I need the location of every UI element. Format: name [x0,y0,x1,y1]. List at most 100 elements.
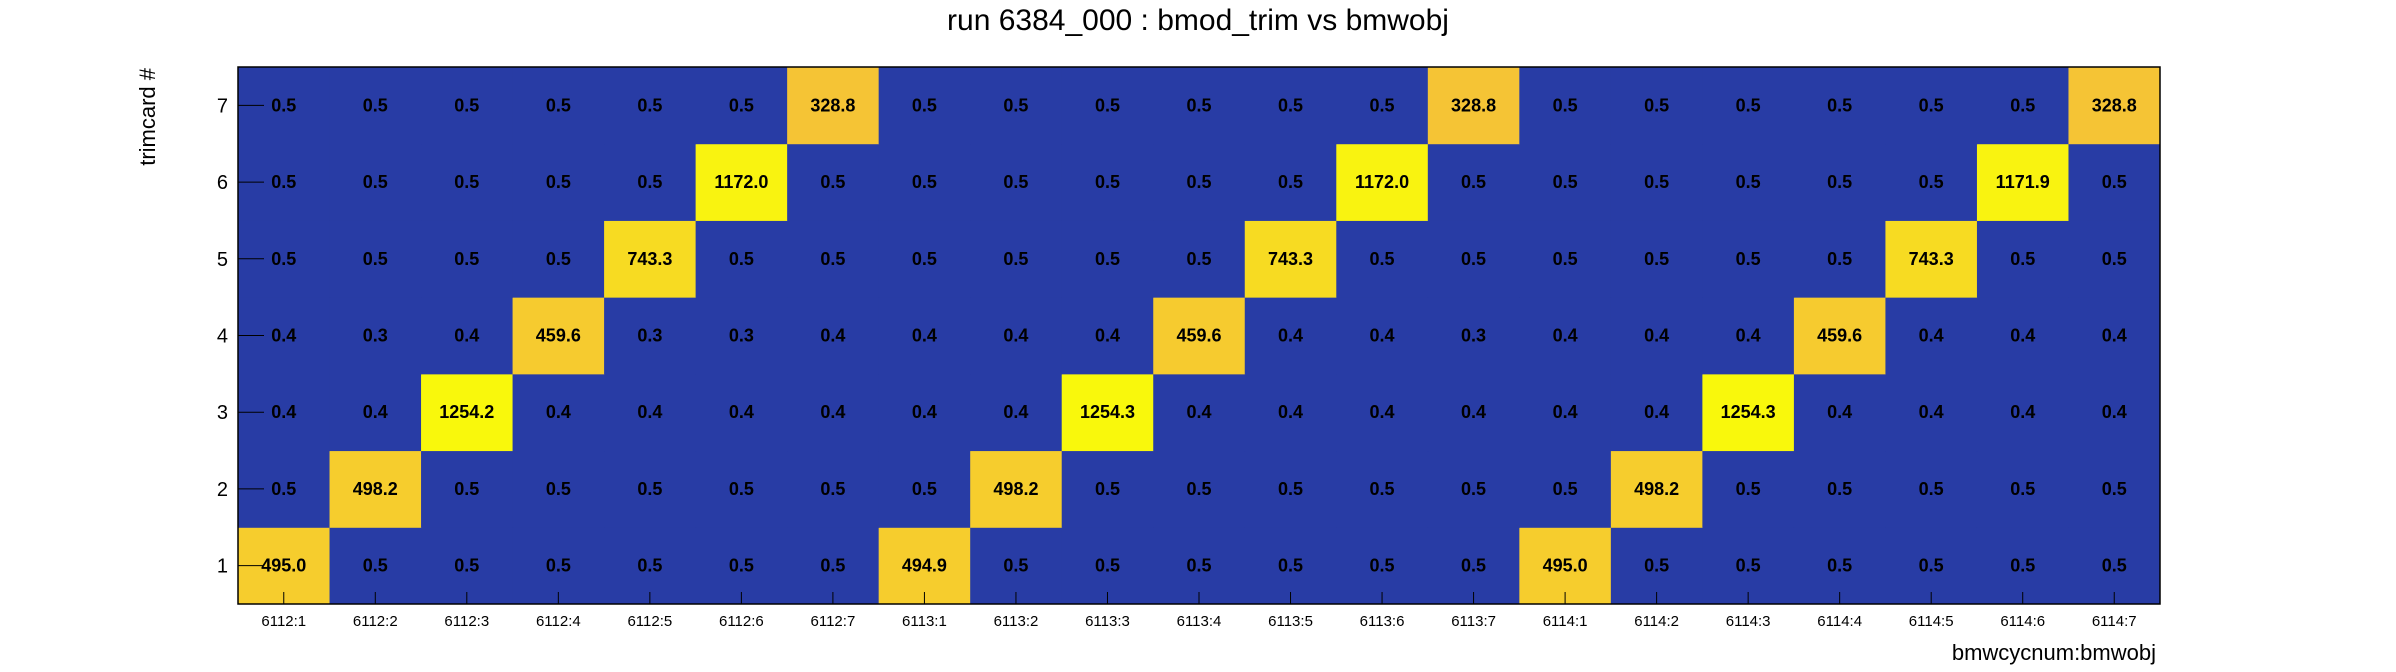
cell-value-label: 0.5 [1003,95,1028,115]
heatmap-cell [1061,373,1154,452]
heatmap-cell [1427,143,1520,221]
cell-value-label: 1172.0 [714,172,768,192]
y-tick-label: 5 [217,249,228,271]
heatmap-cell [604,143,697,221]
cell-value-label: 0.4 [1644,326,1669,346]
cell-value-label: 0.5 [363,95,388,115]
y-tick-label: 7 [217,95,228,117]
heatmap-cell [878,527,971,605]
cell-value-label: 0.5 [454,172,479,192]
heatmap-cell [1427,220,1520,298]
cell-value-label: 0.4 [1919,402,1944,422]
heatmap-cell [1885,67,1978,145]
heatmap-cell [695,67,788,145]
cell-value-label: 0.5 [2010,556,2035,576]
heatmap-cell [787,527,880,605]
cell-value-label: 0.4 [546,402,571,422]
cell-value-label: 0.5 [1003,249,1028,269]
cell-value-label: 0.5 [820,172,845,192]
heatmap-cell [1610,297,1703,375]
cell-value-label: 0.4 [1827,402,1852,422]
cell-value-label: 0.4 [363,402,388,422]
x-tick-label: 6113:1 [902,613,947,630]
cell-value-label: 0.5 [2102,249,2127,269]
cell-value-label: 0.5 [1553,479,1578,499]
cell-value-label: 0.5 [1461,556,1486,576]
cell-value-label: 0.5 [363,556,388,576]
x-tick-label: 6113:7 [1451,613,1496,630]
cell-value-label: 0.5 [1095,556,1120,576]
cell-value-label: 0.5 [1186,95,1211,115]
heatmap-cell [695,527,788,605]
heatmap-cell [970,143,1063,221]
cell-value-label: 0.5 [1186,172,1211,192]
cell-value-label: 0.4 [1553,326,1578,346]
cell-value-label: 0.4 [1095,326,1120,346]
cell-value-label: 0.5 [1278,172,1303,192]
heatmap-cell [878,373,971,452]
cell-value-label: 0.4 [1644,402,1669,422]
cell-value-label: 0.5 [1461,249,1486,269]
heatmap-cell [512,297,605,375]
heatmap-cell [1976,527,2069,605]
x-tick-label: 6112:4 [536,613,581,630]
cell-value-label: 0.4 [1003,326,1028,346]
cell-value-label: 0.5 [1186,479,1211,499]
y-tick-label: 4 [217,326,228,348]
cell-value-label: 0.3 [1461,326,1486,346]
cell-value-label: 0.5 [546,172,571,192]
heatmap-cell [1702,143,1795,221]
heatmap-cell [1244,373,1337,452]
heatmap-cell [2068,373,2161,452]
cell-value-label: 0.5 [271,479,296,499]
heatmap-cell [878,143,971,221]
heatmap-cell [2068,297,2161,375]
cell-value-label: 0.5 [1919,95,1944,115]
heatmap-cell [695,373,788,452]
cell-value-label: 1254.3 [1080,402,1135,422]
cell-value-label: 0.5 [1003,556,1028,576]
x-tick-label: 6114:2 [1634,613,1679,630]
x-tick-label: 6113:4 [1177,613,1222,630]
cell-value-label: 0.5 [1736,479,1761,499]
heatmap-cell [1885,220,1978,298]
cell-value-label: 0.5 [1370,249,1395,269]
cell-value-label: 0.3 [637,326,662,346]
cell-value-label: 1172.0 [1355,172,1409,192]
heatmap-cell [604,67,697,145]
heatmap-cell [787,297,880,375]
heatmap-cell [1336,527,1429,605]
heatmap-cell [1427,297,1520,375]
heatmap-cell [1244,527,1337,605]
cell-value-label: 0.5 [1553,249,1578,269]
cell-value-label: 0.4 [2102,326,2127,346]
x-tick-label: 6112:1 [261,613,306,630]
y-tick-label: 3 [217,402,228,424]
x-tick-label: 6112:6 [719,613,764,630]
cell-value-label: 0.5 [1095,479,1120,499]
cell-value-label: 0.5 [546,249,571,269]
cell-value-label: 0.5 [454,95,479,115]
cell-value-label: 0.5 [912,95,937,115]
cell-value-label: 459.6 [536,326,581,346]
y-axis-label: trimcard # [135,67,160,166]
heatmap-cell [1519,67,1612,145]
heatmap-cell [2068,67,2161,145]
cell-value-label: 0.5 [454,479,479,499]
cell-value-label: 0.5 [2102,172,2127,192]
heatmap-cell [1610,373,1703,452]
heatmap-cell [1153,220,1246,298]
heatmap-cell [421,220,514,298]
cell-value-label: 328.8 [1451,95,1496,115]
heatmap-cell [329,527,422,605]
cell-value-label: 0.5 [1278,556,1303,576]
heatmap-cell [1702,220,1795,298]
heatmap-cell [970,220,1063,298]
cell-value-label: 0.4 [2010,326,2035,346]
cell-value-label: 0.5 [1736,249,1761,269]
cell-value-label: 0.5 [1003,172,1028,192]
y-tick-label: 6 [217,172,228,194]
cell-value-label: 0.5 [2102,479,2127,499]
heatmap-cell [1702,297,1795,375]
